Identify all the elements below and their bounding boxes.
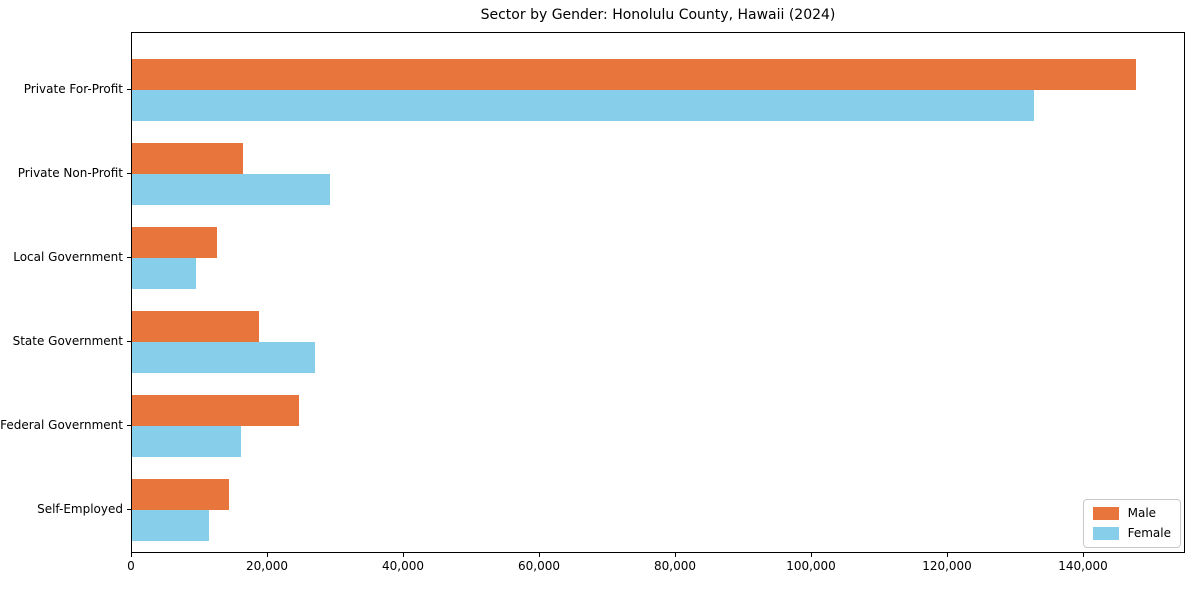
bar-female-federal-government	[132, 426, 241, 457]
category-label-state-government: State Government	[12, 334, 123, 348]
y-tick-local-government	[127, 257, 131, 258]
x-tick-label-60000: 60,000	[518, 559, 560, 573]
x-tick-label-120000: 120,000	[922, 559, 972, 573]
x-tick-60000	[538, 553, 540, 557]
bar-male-private-non-profit	[132, 143, 243, 174]
legend-label-male: Male	[1127, 506, 1157, 520]
bar-male-state-government	[132, 311, 260, 342]
x-tick-0	[130, 553, 132, 557]
x-tick-40000	[402, 553, 404, 557]
bar-female-local-government	[132, 258, 196, 289]
y-tick-federal-government	[127, 425, 131, 426]
category-label-local-government: Local Government	[13, 250, 123, 264]
x-tick-label-40000: 40,000	[382, 559, 424, 573]
y-tick-private-for-profit	[127, 89, 131, 90]
bar-male-private-for-profit	[132, 59, 1136, 90]
legend-entry-male: Male	[1092, 506, 1171, 520]
y-tick-self-employed	[127, 509, 131, 510]
y-tick-state-government	[127, 341, 131, 342]
category-label-self-employed: Self-Employed	[37, 502, 123, 516]
legend-label-female: Female	[1127, 526, 1171, 540]
bar-male-local-government	[132, 227, 217, 258]
bar-female-state-government	[132, 342, 315, 373]
x-tick-140000	[1082, 553, 1084, 557]
bar-female-private-non-profit	[132, 174, 330, 205]
bar-male-federal-government	[132, 395, 300, 426]
bar-male-self-employed	[132, 479, 230, 510]
x-tick-20000	[266, 553, 268, 557]
x-tick-label-80000: 80,000	[654, 559, 696, 573]
category-label-private-non-profit: Private Non-Profit	[17, 166, 123, 180]
plot-area: Male Female	[131, 32, 1185, 553]
x-tick-label-0: 0	[127, 559, 135, 573]
legend: Male Female	[1082, 499, 1181, 548]
category-label-federal-government: Federal Government	[0, 418, 123, 432]
chart-title: Sector by Gender: Honolulu County, Hawai…	[480, 7, 836, 23]
legend-swatch-female	[1092, 527, 1119, 540]
x-tick-label-20000: 20,000	[246, 559, 288, 573]
category-label-private-for-profit: Private For-Profit	[23, 82, 123, 96]
legend-entry-female: Female	[1092, 526, 1171, 540]
x-tick-120000	[946, 553, 948, 557]
bar-female-private-for-profit	[132, 90, 1034, 121]
x-tick-100000	[810, 553, 812, 557]
x-tick-label-100000: 100,000	[786, 559, 836, 573]
y-tick-private-non-profit	[127, 173, 131, 174]
legend-swatch-male	[1092, 507, 1119, 520]
x-tick-label-140000: 140,000	[1058, 559, 1108, 573]
x-tick-80000	[674, 553, 676, 557]
bar-female-self-employed	[132, 510, 209, 541]
